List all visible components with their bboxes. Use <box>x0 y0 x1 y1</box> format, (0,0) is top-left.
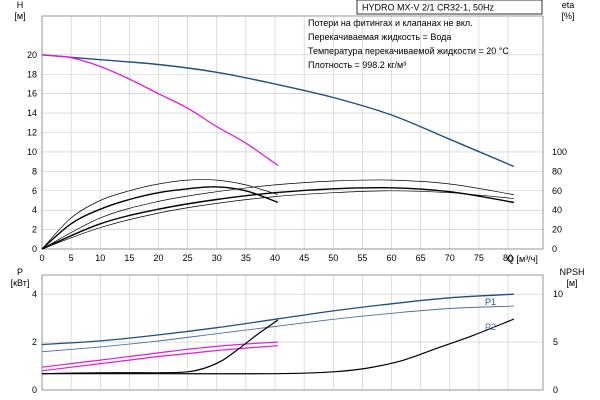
bottom-tick-labels: 0 2 4 0 5 10 <box>32 289 563 395</box>
bottom-y-axis-title: P <box>17 267 23 277</box>
y-tick-label: 12 <box>27 128 37 138</box>
x-tick-label: 20 <box>154 253 164 263</box>
y-tick-label: 4 <box>32 289 37 299</box>
x-tick-label: 70 <box>445 253 455 263</box>
y-tick-label: 8 <box>32 166 37 176</box>
top-y-axis-title: H <box>17 0 24 10</box>
note-line: Потери на фитингах и клапанах не вкл. <box>308 18 473 28</box>
y-tick-label: 14 <box>27 108 37 118</box>
series-eff-1-pump-a <box>41 179 279 250</box>
series-power-single-a <box>41 341 278 368</box>
y2-tick-label: 100 <box>552 147 567 157</box>
plot-frame <box>41 274 544 391</box>
bottom-y2-axis-unit: [м] <box>566 278 577 288</box>
y2-tick-label: 20 <box>552 225 562 235</box>
series-power-single-b <box>41 345 278 372</box>
y2-tick-label: 5 <box>553 337 558 347</box>
top-y2-axis-title: eta <box>562 0 575 10</box>
series-eff-2-pumps-c <box>41 190 514 250</box>
y-tick-label: 20 <box>27 50 37 60</box>
y2-tick-label: 40 <box>552 205 562 215</box>
bottom-y-axis-unit: [кВт] <box>11 278 30 288</box>
chart-title: HYDRO MX-V 2/1 CR32-1, 50Hz <box>362 3 495 13</box>
y-tick-label: 10 <box>27 147 37 157</box>
note-line: Температура перекачиваемой жидкости = 20… <box>308 46 509 56</box>
y-tick-label: 0 <box>32 385 37 395</box>
top-series <box>41 54 515 250</box>
x-tick-label: 25 <box>183 253 193 263</box>
x-tick-label: 30 <box>212 253 222 263</box>
x-tick-label: 40 <box>270 253 280 263</box>
y-tick-label: 4 <box>32 205 37 215</box>
y2-tick-label: 10 <box>553 289 563 299</box>
title-box <box>356 0 543 15</box>
x-tick-label: 0 <box>39 253 44 263</box>
y2-tick-label: 0 <box>553 385 558 395</box>
x-tick-label: 60 <box>387 253 397 263</box>
series-label-p2: P2 <box>485 322 496 332</box>
x-tick-label: 15 <box>124 253 134 263</box>
note-line: Перекачиваемая жидкость = Вода <box>308 32 451 42</box>
top-y2-axis-unit: [%] <box>561 11 574 21</box>
y-tick-label: 18 <box>27 69 37 79</box>
x-tick-label: 80 <box>503 253 513 263</box>
x-tick-label: 35 <box>241 253 251 263</box>
note-line: Плотность = 998.2 кг/м³ <box>308 60 406 70</box>
series-label-p1: P1 <box>485 297 496 307</box>
y-tick-label: 16 <box>27 89 37 99</box>
bottom-y2-axis-title: NPSH <box>559 267 584 277</box>
series-eff-2-pumps-b <box>41 186 515 250</box>
y2-tick-label: 60 <box>552 186 562 196</box>
y-tick-label: 0 <box>32 244 37 254</box>
plot-frame <box>41 15 544 250</box>
x-tick-label: 45 <box>299 253 309 263</box>
top-tick-labels: 0 2 4 6 8 10 12 14 16 18 20 0 20 40 60 80 100 0 5 10 15 20 25 3… <box>27 50 567 263</box>
y-tick-label: 2 <box>32 337 37 347</box>
series-power-p1 <box>41 293 514 346</box>
series-head-2-pumps <box>41 54 515 168</box>
grid-top <box>41 15 544 250</box>
bottom-series <box>41 293 515 375</box>
series-power-p2 <box>41 305 514 353</box>
x-tick-label: 75 <box>474 253 484 263</box>
x-tick-label: 5 <box>69 253 74 263</box>
x-tick-label: 65 <box>416 253 426 263</box>
x-tick-label: 10 <box>95 253 105 263</box>
top-y-axis-unit: [м] <box>14 11 25 21</box>
y2-tick-label: 80 <box>552 166 562 176</box>
series-head-1-pump <box>41 54 279 167</box>
top-x-axis-label: Q [м³/ч] <box>507 254 538 264</box>
x-tick-label: 55 <box>357 253 367 263</box>
series-npsh-1-pump <box>41 319 279 375</box>
y2-tick-label: 0 <box>552 244 557 254</box>
y-tick-label: 2 <box>32 225 37 235</box>
x-tick-label: 50 <box>328 253 338 263</box>
series-eff-2-pumps-a <box>41 179 514 250</box>
series-npsh-2-pumps <box>41 318 515 375</box>
y-tick-label: 6 <box>32 186 37 196</box>
